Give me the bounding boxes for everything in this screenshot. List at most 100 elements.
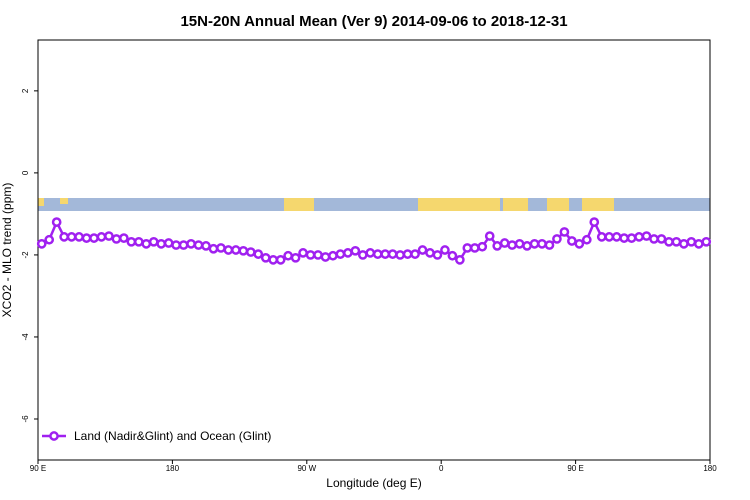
data-point xyxy=(156,238,167,249)
data-point xyxy=(298,248,308,258)
data-point xyxy=(238,245,249,256)
data-point xyxy=(507,240,517,250)
data-point xyxy=(425,248,435,258)
x-tick-label: 90 W xyxy=(297,464,316,473)
data-point xyxy=(66,232,77,242)
x-tick-label: 180 xyxy=(703,464,717,473)
data-point xyxy=(701,236,712,247)
data-point xyxy=(335,249,346,259)
data-point xyxy=(133,236,144,247)
data-point xyxy=(432,250,443,260)
data-point xyxy=(89,233,99,243)
data-point xyxy=(455,254,465,265)
data-point xyxy=(365,248,376,258)
data-point xyxy=(193,240,204,250)
legend-marker xyxy=(49,431,59,441)
data-point xyxy=(679,238,689,249)
data-point xyxy=(350,245,361,256)
x-tick-label: 0 xyxy=(439,464,444,473)
land-patch xyxy=(418,198,500,211)
data-point xyxy=(440,245,450,255)
data-point xyxy=(462,243,473,253)
data-point xyxy=(305,250,316,260)
data-point xyxy=(81,233,92,243)
x-tick-label: 90 E xyxy=(30,464,46,473)
chart-title: 15N-20N Annual Mean (Ver 9) 2014-09-06 t… xyxy=(180,13,567,30)
data-point xyxy=(649,234,659,244)
y-tick-label: -4 xyxy=(21,333,30,341)
data-point xyxy=(320,252,331,262)
data-point xyxy=(537,238,547,249)
data-point xyxy=(283,250,293,261)
legend-label: Land (Nadir&Glint) and Ocean (Glint) xyxy=(74,429,271,443)
data-point xyxy=(634,232,644,242)
data-point xyxy=(126,236,137,247)
x-axis-label: Longitude (deg E) xyxy=(326,476,421,490)
data-point xyxy=(268,254,279,265)
data-point xyxy=(163,238,174,248)
data-point xyxy=(514,238,525,249)
data-point xyxy=(693,238,704,249)
data-point xyxy=(387,249,398,259)
data-point xyxy=(567,236,577,246)
y-axis-label: XCO2 - MLO trend (ppm) xyxy=(0,183,14,318)
land-patch xyxy=(582,198,614,211)
data-point xyxy=(111,234,122,244)
data-point xyxy=(201,241,211,251)
land-patch xyxy=(60,198,68,204)
data-point xyxy=(664,236,674,247)
y-tick-label: 0 xyxy=(21,170,30,175)
data-point xyxy=(36,238,47,249)
data-point xyxy=(671,236,682,247)
y-tick-label: -2 xyxy=(21,251,30,259)
land-patch xyxy=(547,198,569,211)
data-point xyxy=(574,238,585,249)
data-point xyxy=(51,217,62,227)
data-point xyxy=(626,233,637,243)
data-point xyxy=(410,249,420,259)
data-point xyxy=(208,243,219,254)
data-point xyxy=(223,245,234,255)
data-point xyxy=(380,249,391,259)
x-tick-label: 90 E xyxy=(567,464,583,473)
data-point xyxy=(589,217,600,227)
data-point xyxy=(44,234,55,245)
data-point xyxy=(477,241,488,252)
data-point xyxy=(245,247,256,257)
data-point xyxy=(357,250,368,260)
data-point xyxy=(59,232,69,242)
data-point xyxy=(178,240,189,250)
data-point xyxy=(260,252,271,263)
data-point xyxy=(499,238,510,248)
data-point xyxy=(522,241,532,251)
land-patch xyxy=(284,198,314,211)
land-patch xyxy=(38,198,44,206)
data-point xyxy=(275,254,286,265)
data-point xyxy=(619,233,629,243)
data-point xyxy=(141,238,152,249)
data-point xyxy=(559,227,570,237)
y-tick-label: -6 xyxy=(21,415,30,423)
data-point xyxy=(417,245,428,255)
data-point xyxy=(395,250,405,260)
data-point xyxy=(604,232,615,242)
data-point xyxy=(328,250,338,261)
data-point xyxy=(290,252,301,263)
data-point xyxy=(641,231,652,241)
data-point xyxy=(253,249,264,259)
plot-frame xyxy=(37,39,711,461)
map-strip xyxy=(38,198,710,211)
data-point xyxy=(529,238,540,249)
data-point xyxy=(74,232,84,242)
land-patch xyxy=(503,198,528,211)
data-point xyxy=(231,245,241,255)
data-point xyxy=(596,232,607,242)
data-point xyxy=(186,238,196,249)
data-point xyxy=(447,250,458,261)
data-point xyxy=(96,232,107,242)
data-point xyxy=(544,240,555,250)
data-point xyxy=(402,249,413,259)
data-point xyxy=(313,250,323,260)
data-point xyxy=(343,248,353,258)
